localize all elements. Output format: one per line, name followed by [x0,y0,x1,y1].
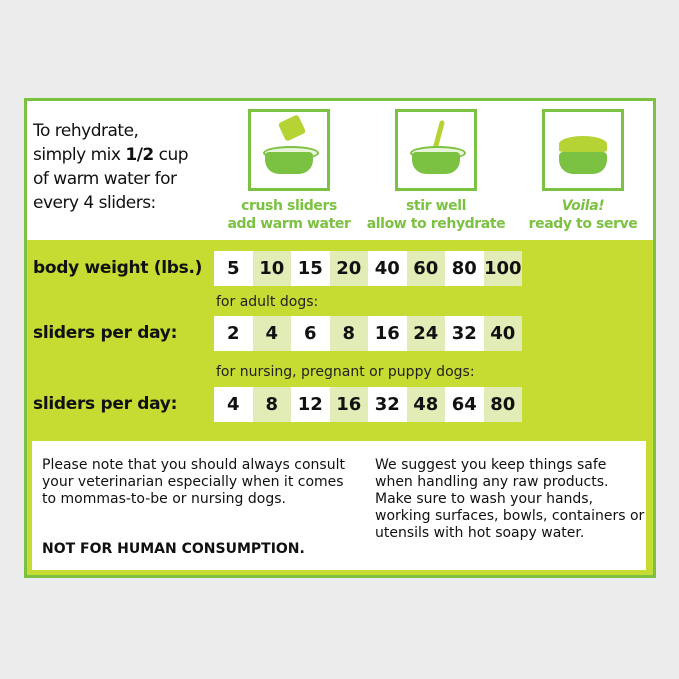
table-cell: 16 [329,387,368,422]
step-line: ready to serve [528,216,638,232]
intro-fraction: 1/2 [125,145,154,165]
step-line: crush sliders [241,198,337,214]
table-cell: 15 [291,251,330,286]
table-cell: 80 [445,251,484,286]
instructions-section: To rehydrate, simply mix 1/2 cup of warm… [27,101,653,240]
spoon-bowl-icon [395,109,477,191]
step-serve: Voila! ready to serve [508,109,658,233]
full-bowl-icon [542,109,624,191]
body-weight-row: 5 10 15 20 40 60 80 100 [214,251,522,286]
adult-caption: for adult dogs: [216,294,319,310]
puppy-sliders-label: sliders per day: [33,394,178,414]
step-stir: stir well allow to rehydrate [361,109,511,233]
table-cell: 100 [483,251,522,286]
table-cell: 4 [214,387,253,422]
table-cell: 40 [483,316,522,351]
puppy-sliders-row: 4 8 12 16 32 48 64 80 [214,387,522,422]
table-cell: 2 [214,316,253,351]
table-cell: 8 [252,387,291,422]
body-weight-label: body weight (lbs.) [33,258,203,278]
safety-note: We suggest you keep things safe when han… [375,457,645,541]
step-line: add warm water [227,216,351,232]
step-line: allow to rehydrate [366,216,506,232]
intro-text: cup [153,145,189,165]
feeding-guide-card: To rehydrate, simply mix 1/2 cup of warm… [24,98,656,578]
intro-line: of warm water for [33,169,177,189]
pitcher-bowl-icon [248,109,330,191]
adult-sliders-row: 2 4 6 8 16 24 32 40 [214,316,522,351]
table-cell: 10 [252,251,291,286]
warning-text: NOT FOR HUMAN CONSUMPTION. [42,541,305,557]
intro-text: simply mix [33,145,126,165]
intro-line: To rehydrate, [33,121,139,141]
intro-line: simply mix 1/2 cup [33,143,189,167]
table-cell: 4 [252,316,291,351]
table-cell: 80 [483,387,522,422]
table-cell: 32 [445,316,484,351]
step-crush: crush sliders add warm water [214,109,364,233]
table-cell: 12 [291,387,330,422]
notes-box: Please note that you should always consu… [32,441,646,570]
step-line: Voila! [561,198,605,214]
puppy-caption: for nursing, pregnant or puppy dogs: [216,364,475,380]
table-cell: 40 [368,251,407,286]
table-cell: 48 [406,387,445,422]
adult-sliders-label: sliders per day: [33,323,178,343]
step-line: stir well [405,198,467,214]
table-cell: 16 [368,316,407,351]
table-cell: 60 [406,251,445,286]
table-cell: 24 [406,316,445,351]
rehydrate-intro: To rehydrate, simply mix 1/2 cup of warm… [33,119,189,215]
intro-line: every 4 sliders: [33,193,156,213]
table-cell: 5 [214,251,253,286]
table-cell: 20 [329,251,368,286]
table-cell: 32 [368,387,407,422]
table-cell: 64 [445,387,484,422]
vet-note: Please note that you should always consu… [42,457,345,507]
table-cell: 8 [329,316,368,351]
table-cell: 6 [291,316,330,351]
